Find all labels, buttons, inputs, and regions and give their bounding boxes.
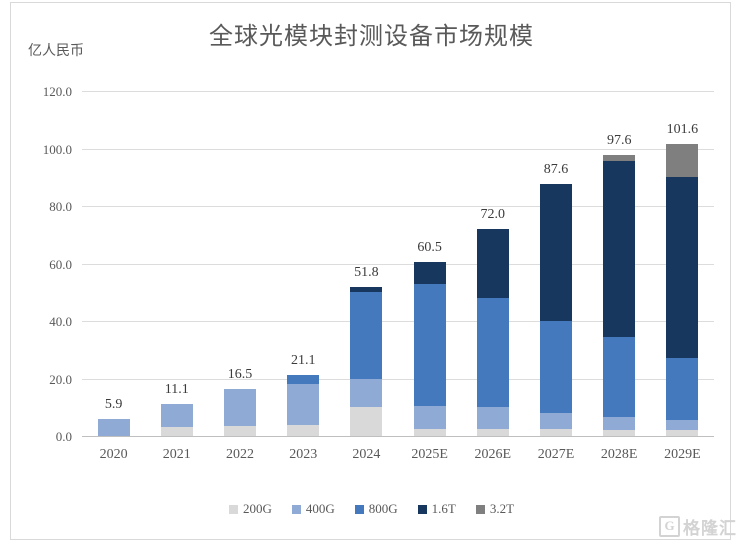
x-tick-label: 2024 — [352, 447, 381, 462]
bar-segment-800G-2026E — [476, 298, 509, 408]
x-tick-label: 2021 — [162, 447, 191, 462]
bar-segment-400G-2022 — [224, 388, 256, 426]
gridline — [82, 378, 714, 380]
bar-segment-800G-2025E — [413, 283, 446, 406]
watermark-g-icon: G — [659, 516, 680, 537]
legend-swatch-icon — [354, 504, 364, 514]
legend-swatch-icon — [291, 504, 301, 514]
bar-segment-200G-2026E — [476, 428, 509, 436]
legend-label: 800G — [368, 501, 398, 516]
bar-segment-200G-2022 — [224, 425, 256, 436]
bar-segment-1.6T-2025E — [413, 262, 446, 284]
bar-segment-200G-2029E — [666, 430, 699, 436]
bar-segment-200G-2024 — [350, 407, 383, 436]
bar-total-label: 101.6 — [666, 121, 699, 137]
x-tick-label: 2027E — [537, 447, 575, 462]
chart-legend: 200G 400G 800G 1.6T 3.2T — [0, 501, 743, 517]
bar-total-label: 11.1 — [164, 382, 189, 398]
bar-segment-200G-2021 — [160, 427, 193, 436]
bar-segment-400G-2025E — [413, 405, 446, 429]
legend-label: 1.6T — [431, 501, 456, 516]
legend-swatch-icon — [417, 504, 427, 514]
watermark-text: 格隆汇 — [683, 519, 737, 538]
bar-segment-1.6T-2024 — [350, 287, 383, 293]
x-tick-label: 2022 — [225, 447, 254, 462]
x-tick-label: 2028E — [600, 447, 638, 462]
gridline — [82, 206, 714, 207]
bar-segment-3.2T-2028E — [603, 155, 636, 162]
y-tick-label: 20.0 — [49, 371, 72, 387]
bar-total-label: 5.9 — [104, 397, 123, 413]
bar-segment-400G-2028E — [603, 417, 636, 431]
legend-item-1.6T: 1.6T — [417, 501, 456, 517]
bar-total-label: 97.6 — [606, 133, 632, 149]
bar-segment-800G-2024 — [350, 292, 383, 379]
bar-segment-1.6T-2027E — [540, 184, 572, 321]
x-tick-label: 2029E — [664, 447, 701, 462]
bar-segment-800G-2027E — [540, 321, 572, 413]
y-axis-unit-label: 亿人民币 — [28, 44, 84, 59]
y-tick-label: 0.0 — [55, 429, 72, 444]
bar-segment-1.6T-2026E — [476, 229, 509, 298]
bar-segment-800G-2023 — [287, 375, 320, 385]
bar-segment-400G-2024 — [350, 378, 383, 408]
bar-segment-400G-2023 — [287, 384, 320, 425]
x-tick-label: 2025E — [411, 447, 448, 462]
bar-segment-400G-2021 — [160, 404, 193, 428]
bar-segment-3.2T-2029E — [666, 143, 699, 178]
x-tick-label: 2020 — [99, 447, 128, 462]
bar-total-label: 16.5 — [227, 366, 253, 382]
y-tick-label: 60.0 — [49, 256, 72, 272]
legend-label: 400G — [305, 501, 335, 516]
y-tick-label: 100.0 — [42, 141, 72, 157]
bar-segment-400G-2029E — [666, 420, 699, 431]
gridline — [82, 148, 714, 150]
bar-segment-200G-2023 — [287, 424, 320, 436]
legend-label: 200G — [242, 501, 272, 516]
watermark-logo: G 格隆汇 — [659, 514, 737, 539]
bar-segment-1.6T-2029E — [666, 177, 699, 359]
bar-total-label: 87.6 — [543, 162, 569, 178]
chart-border-frame — [10, 2, 731, 540]
x-tick-label: 2026E — [474, 447, 512, 462]
bar-segment-1.6T-2028E — [603, 161, 636, 337]
bar-segment-400G-2026E — [476, 407, 509, 429]
y-tick-label: 40.0 — [49, 314, 72, 329]
bar-total-label: 51.8 — [354, 265, 379, 281]
x-tick-label: 2023 — [289, 447, 318, 462]
legend-item-200G: 200G — [228, 501, 272, 517]
bar-segment-400G-2027E — [540, 413, 572, 429]
y-tick-label: 80.0 — [49, 199, 72, 214]
legend-item-3.2T: 3.2T — [475, 501, 515, 517]
legend-item-800G: 800G — [354, 501, 398, 517]
bar-total-label: 72.0 — [480, 207, 506, 222]
gridline — [82, 321, 714, 322]
bar-segment-200G-2025E — [413, 428, 446, 436]
legend-item-400G: 400G — [291, 501, 335, 517]
bar-segment-400G-2020 — [97, 419, 130, 436]
y-tick-label: 120.0 — [42, 84, 72, 99]
legend-swatch-icon — [228, 504, 238, 514]
bar-total-label: 60.5 — [417, 240, 442, 256]
bar-segment-200G-2028E — [603, 430, 636, 436]
bar-segment-800G-2029E — [666, 358, 699, 421]
legend-label: 3.2T — [489, 501, 515, 516]
bar-segment-800G-2028E — [603, 336, 636, 418]
legend-swatch-icon — [475, 504, 485, 514]
bar-total-label: 21.1 — [290, 353, 316, 369]
bar-segment-200G-2027E — [540, 428, 572, 436]
x-axis-line — [82, 436, 714, 437]
gridline — [82, 91, 714, 92]
gridline — [82, 263, 714, 265]
chart-title: 全球光模块封测设备市场规模 — [209, 24, 534, 50]
